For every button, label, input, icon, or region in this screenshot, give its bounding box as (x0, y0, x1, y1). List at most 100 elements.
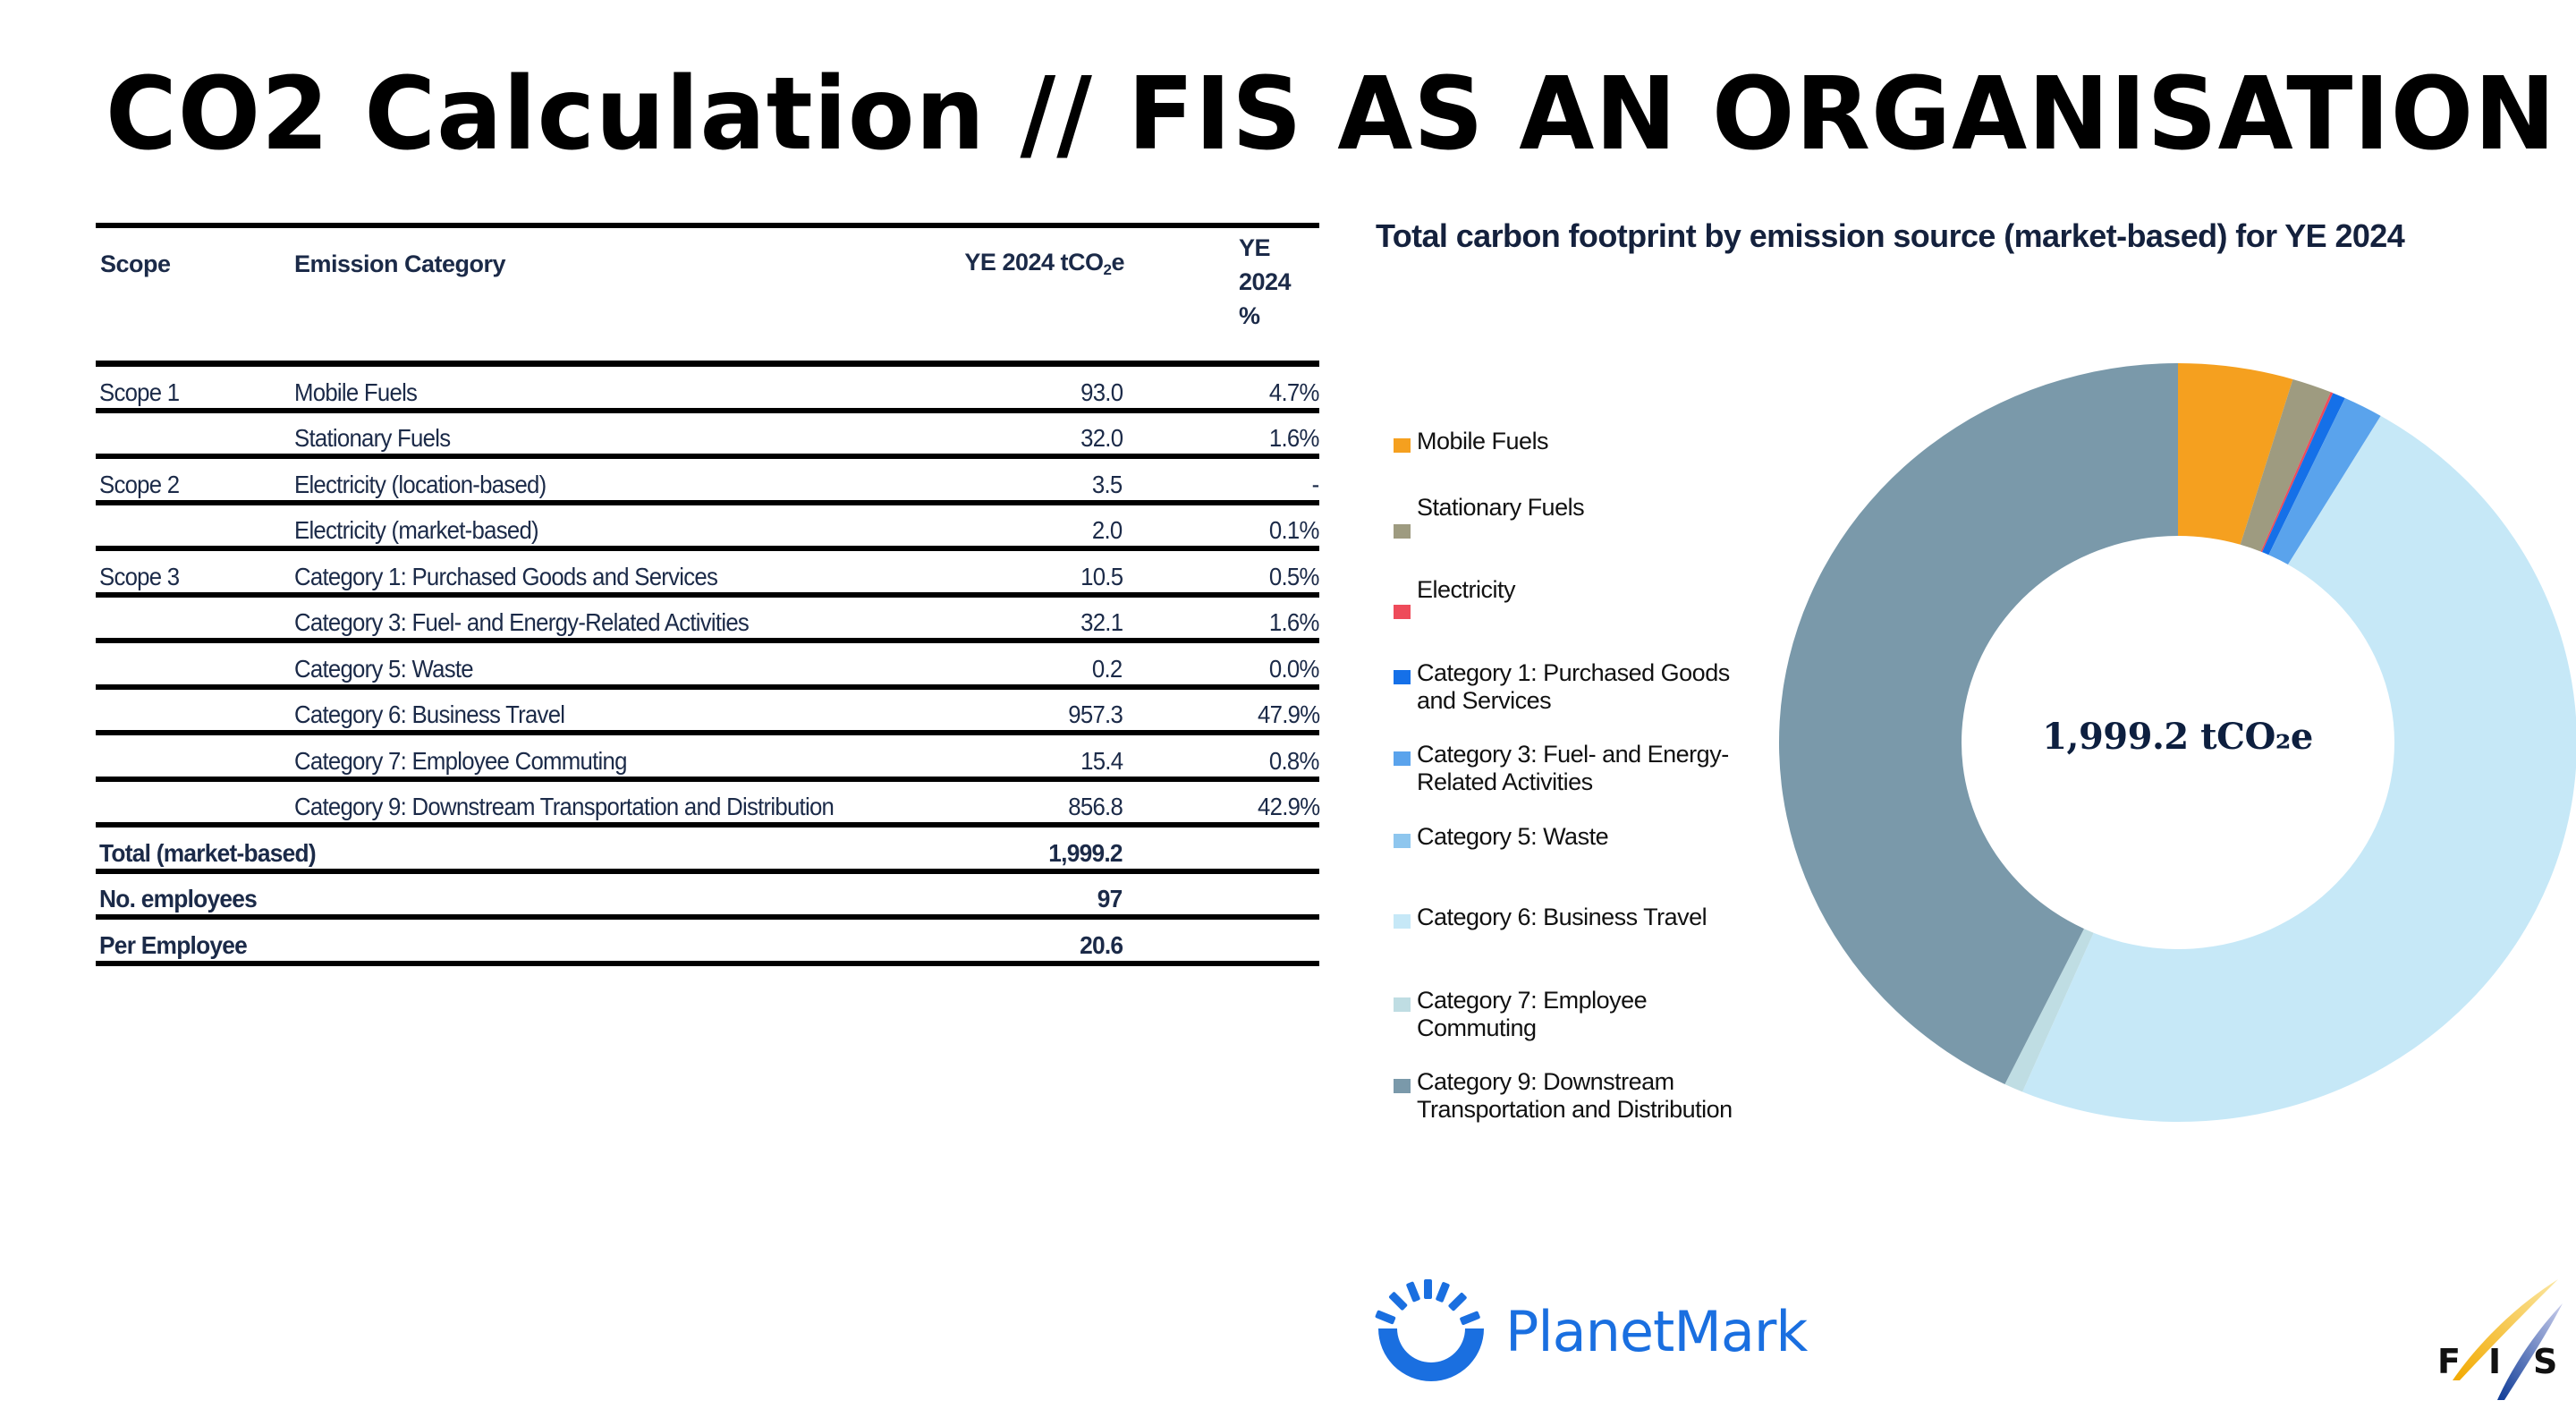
summary-label: Total (market-based) (99, 838, 317, 867)
cell-emission-category: Category 7: Employee Commuting (294, 746, 627, 775)
cell-tco2e: 0.2 (1092, 654, 1123, 683)
cell-emission-category: Category 6: Business Travel (294, 700, 565, 728)
cell-scope: Scope 3 (99, 562, 180, 590)
header-emission-category: Emission Category (294, 250, 506, 277)
cell-emission-category: Category 3: Fuel- and Energy-Related Act… (294, 608, 750, 636)
cell-percent: 0.1% (1269, 516, 1320, 544)
legend-label: Category 1: Purchased Goods and Services (1417, 659, 1730, 714)
cell-tco2e: 32.0 (1080, 424, 1123, 452)
legend-swatch (1394, 834, 1411, 848)
header-tco2e-sub: 2 (1103, 261, 1112, 278)
cell-percent: 42.9% (1257, 793, 1320, 820)
summary-label: Per Employee (99, 930, 248, 959)
cell-emission-category: Mobile Fuels (294, 378, 418, 406)
legend-swatch (1394, 670, 1411, 684)
legend-swatch (1394, 1079, 1411, 1093)
header-tco2e-text: YE 2024 tCO (964, 249, 1104, 276)
header-percent-line: % (1239, 302, 1260, 329)
legend-label: Category 5: Waste (1417, 823, 1609, 850)
legend-label: Mobile Fuels (1417, 428, 1549, 454)
summary-value: 1,999.2 (1048, 838, 1123, 867)
planetmark-wordmark: PlanetMark (1505, 1299, 1808, 1364)
emissions-table: Scope Emission Category YE 2024 tCO2e YE… (96, 223, 1320, 966)
summary-label: No. employees (99, 885, 258, 912)
header-tco2e: YE 2024 tCO2e (964, 249, 1124, 279)
table-row: Category 5: Waste 0.2 0.0% (96, 643, 1320, 690)
cell-percent: 0.5% (1269, 562, 1320, 590)
table-body: Scope 1 Mobile Fuels 93.0 4.7% Stationary Fu… (96, 367, 1320, 966)
table-row: Category 3: Fuel- and Energy-Related Act… (96, 598, 1320, 643)
cell-emission-category: Category 1: Purchased Goods and Services (294, 562, 718, 590)
donut-slice (2268, 397, 2381, 565)
table-row: Scope 3 Category 1: Purchased Goods and S… (96, 551, 1320, 598)
cell-percent: 0.8% (1269, 746, 1320, 775)
planetmark-logo: PlanetMark (1373, 1279, 1808, 1396)
donut-center-total: 1,999.2 tCO₂e (2042, 716, 2313, 758)
cell-scope: Scope 2 (99, 470, 180, 498)
legend-label: Stationary Fuels (1417, 494, 1585, 521)
table-row: Category 6: Business Travel 957.3 47.9% (96, 690, 1320, 735)
cell-percent: 1.6% (1269, 424, 1320, 452)
donut-slice (2240, 378, 2331, 552)
table-row: Category 7: Employee Commuting 15.4 0.8% (96, 735, 1320, 782)
legend-label: Electricity (1417, 576, 1516, 603)
summary-value: 97 (1097, 885, 1123, 912)
cell-tco2e: 10.5 (1080, 562, 1123, 590)
cell-tco2e: 856.8 (1068, 793, 1123, 820)
chart-title: Total carbon footprint by emission sourc… (1376, 217, 2405, 254)
legend-swatch (1394, 997, 1411, 1012)
cell-percent: 47.9% (1257, 700, 1320, 728)
legend-swatch (1394, 438, 1411, 453)
table-row: Scope 1 Mobile Fuels 93.0 4.7% (96, 367, 1320, 413)
summary-row: Total (market-based) 1,999.2 (96, 828, 1319, 874)
cell-tco2e: 93.0 (1080, 378, 1123, 406)
donut-slice (2004, 929, 2094, 1092)
cell-emission-category: Stationary Fuels (294, 424, 451, 452)
header-percent-line: 2024 (1239, 268, 1292, 295)
cell-tco2e: 15.4 (1080, 746, 1123, 775)
cell-tco2e: 2.0 (1092, 516, 1123, 544)
legend-label: Category 6: Business Travel (1417, 904, 1707, 930)
cell-emission-category: Electricity (market-based) (294, 516, 539, 544)
cell-emission-category: Category 9: Downstream Transportation an… (294, 793, 835, 820)
cell-percent: 0.0% (1269, 654, 1320, 683)
legend-label: Category 7: Employee Commuting (1417, 987, 1648, 1041)
legend-label: Category 9: Downstream Transportation an… (1417, 1068, 1733, 1123)
donut-slice (2260, 392, 2334, 553)
header-scope: Scope (100, 250, 171, 277)
cell-tco2e: 32.1 (1080, 608, 1123, 636)
svg-text:I: I (2488, 1342, 2501, 1381)
svg-text:S: S (2533, 1342, 2557, 1381)
donut-slice (2178, 363, 2293, 545)
table-row: Stationary Fuels 32.0 1.6% (96, 413, 1320, 459)
legend-swatch (1394, 605, 1411, 619)
table-row: Electricity (market-based) 2.0 0.1% (96, 505, 1320, 551)
fis-ski-tracks-icon: F I S (2437, 1279, 2563, 1400)
fis-logo: F I S (2433, 1266, 2576, 1405)
header-percent: YE 2024% (1239, 231, 1292, 333)
svg-text:F: F (2437, 1342, 2461, 1381)
table-row: Category 9: Downstream Transportation an… (96, 782, 1320, 828)
summary-row: Per Employee 20.6 (96, 920, 1319, 966)
donut-slice (1779, 363, 2178, 1084)
donut-slice (2262, 393, 2345, 556)
summary-value: 20.6 (1079, 930, 1123, 959)
cell-tco2e: 3.5 (1092, 470, 1123, 498)
summary-row: No. employees 97 (96, 874, 1319, 920)
cell-scope: Scope 1 (99, 378, 180, 406)
planetmark-sun-icon (1375, 1279, 1484, 1381)
legend-swatch (1394, 524, 1411, 539)
slide-title: CO2 Calculation // FIS AS AN ORGANISATIO… (106, 56, 2556, 173)
cell-emission-category: Category 5: Waste (294, 654, 474, 683)
legend-swatch (1394, 914, 1411, 929)
donut-slice (2287, 415, 2381, 565)
legend-label: Category 3: Fuel- and Energy- Related Ac… (1417, 741, 1729, 795)
cell-emission-category: Electricity (location-based) (294, 470, 547, 498)
header-percent-line: YE (1239, 234, 1271, 261)
donut-slice (2022, 415, 2576, 1122)
header-tco2e-suffix: e (1111, 249, 1124, 276)
cell-percent: - (1312, 470, 1320, 498)
table-header: Scope Emission Category YE 2024 tCO2e YE… (96, 223, 1319, 367)
table-row: Scope 2 Electricity (location-based) 3.5 - (96, 459, 1320, 505)
